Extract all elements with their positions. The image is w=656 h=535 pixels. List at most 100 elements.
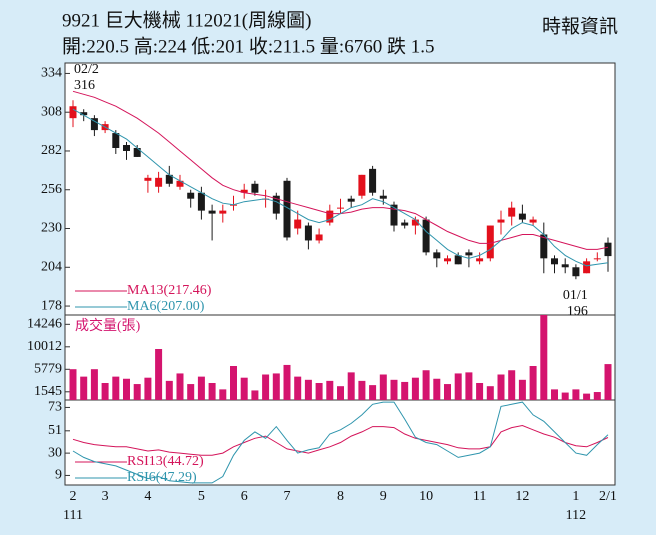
volume-bar xyxy=(497,374,505,400)
volume-title: 成交量(張) xyxy=(75,317,141,334)
candle-body xyxy=(165,174,173,184)
volume-bar xyxy=(604,364,612,400)
candle-body xyxy=(369,168,377,193)
volume-bar xyxy=(411,377,419,400)
candle-body xyxy=(561,264,569,268)
y-tick-label: 204 xyxy=(41,260,62,275)
volume-bar xyxy=(112,376,120,400)
volume-bar xyxy=(251,390,259,400)
candle-body xyxy=(283,180,291,238)
legend-label: RSI6(47.29) xyxy=(127,470,197,485)
volume-bar xyxy=(593,392,601,400)
volume-bar xyxy=(272,373,280,400)
candle-body xyxy=(358,174,366,196)
legend-label: RSI13(44.72) xyxy=(127,454,204,469)
year-label: 111 xyxy=(63,508,83,523)
candle-body xyxy=(497,219,505,223)
volume-bar xyxy=(583,393,591,400)
x-tick-label: 11 xyxy=(473,489,486,504)
candle-body xyxy=(294,219,302,229)
chart-title: 9921 巨大機械 112021(周線圖) xyxy=(62,9,311,31)
chart-subtitle: 開:220.5 高:224 低:201 收:211.5 量:6760 跌 1.5 xyxy=(62,35,434,57)
candle-body xyxy=(422,219,430,253)
volume-bar xyxy=(358,380,366,400)
candle-body xyxy=(540,234,548,259)
volume-bar xyxy=(240,377,248,400)
candle-body xyxy=(476,258,484,262)
candle-body xyxy=(240,189,248,193)
volume-bar xyxy=(390,379,398,400)
volume-bar xyxy=(572,389,580,400)
volume-bar xyxy=(219,389,227,400)
volume-bar xyxy=(561,392,569,400)
low-date: 01/1 xyxy=(563,288,588,303)
volume-bar xyxy=(465,372,473,400)
volume-bar xyxy=(230,366,237,400)
candle-body xyxy=(80,112,88,116)
volume-bar xyxy=(294,376,302,400)
x-tick-label: 12 xyxy=(515,489,529,504)
y-tick-label: 282 xyxy=(41,143,62,158)
volume-bar xyxy=(486,386,494,400)
candle-body xyxy=(379,195,387,199)
volume-bar xyxy=(69,369,77,400)
candle-body xyxy=(251,183,259,193)
x-tick-label: 2/1 xyxy=(599,489,617,504)
candle-body xyxy=(454,255,462,265)
y-tick-label: 14246 xyxy=(27,317,62,332)
candle-body xyxy=(304,225,312,241)
series-line xyxy=(72,401,609,484)
x-tick-label: 2 xyxy=(70,489,77,504)
candle-body xyxy=(144,177,152,181)
volume-bar xyxy=(326,380,334,400)
candle-body xyxy=(326,210,334,223)
volume-bar xyxy=(90,369,98,400)
candle-body xyxy=(133,147,141,157)
high-value: 316 xyxy=(74,78,95,93)
candle-body xyxy=(315,234,323,241)
high-date: 02/2 xyxy=(74,62,99,77)
candle-body xyxy=(112,133,120,148)
legend-label: MA13(217.46) xyxy=(127,283,212,298)
y-tick-label: 30 xyxy=(48,445,62,460)
volume-bar xyxy=(315,383,323,400)
candle-body xyxy=(347,198,355,202)
volume-bar xyxy=(508,370,516,400)
volume-bar xyxy=(401,381,409,400)
x-tick-label: 9 xyxy=(380,489,387,504)
volume-bar xyxy=(133,384,141,400)
x-tick-label: 7 xyxy=(284,489,291,504)
y-tick-label: 256 xyxy=(41,182,62,197)
volume-bar xyxy=(176,373,184,400)
volume-bar xyxy=(454,373,462,400)
y-tick-label: 178 xyxy=(41,298,62,313)
x-tick-label: 5 xyxy=(198,489,205,504)
candle-body xyxy=(551,258,558,265)
y-tick-label: 230 xyxy=(41,221,62,236)
y-tick-label: 5779 xyxy=(34,362,62,377)
volume-bar xyxy=(165,380,173,400)
volume-bar xyxy=(444,384,451,400)
candle-body xyxy=(123,145,130,151)
candle-body xyxy=(518,213,526,220)
candle-body xyxy=(176,180,184,187)
volume-bar xyxy=(379,374,387,400)
candle-body xyxy=(529,219,537,223)
legend-label: MA6(207.00) xyxy=(127,299,205,314)
volume-bar xyxy=(101,383,109,400)
y-tick-label: 51 xyxy=(48,423,62,438)
candle-body xyxy=(465,252,473,256)
candle-body xyxy=(572,267,580,277)
volume-bar xyxy=(518,379,526,400)
candle-body xyxy=(593,258,601,260)
candle-body xyxy=(155,177,163,187)
x-tick-label: 1 xyxy=(572,489,579,504)
candle-body xyxy=(337,207,344,209)
volume-bar xyxy=(540,315,548,400)
volume-bar xyxy=(551,389,558,400)
plot-area xyxy=(64,62,616,486)
candle-body xyxy=(208,210,216,214)
candle-body xyxy=(401,222,409,226)
volume-bar xyxy=(80,376,88,400)
